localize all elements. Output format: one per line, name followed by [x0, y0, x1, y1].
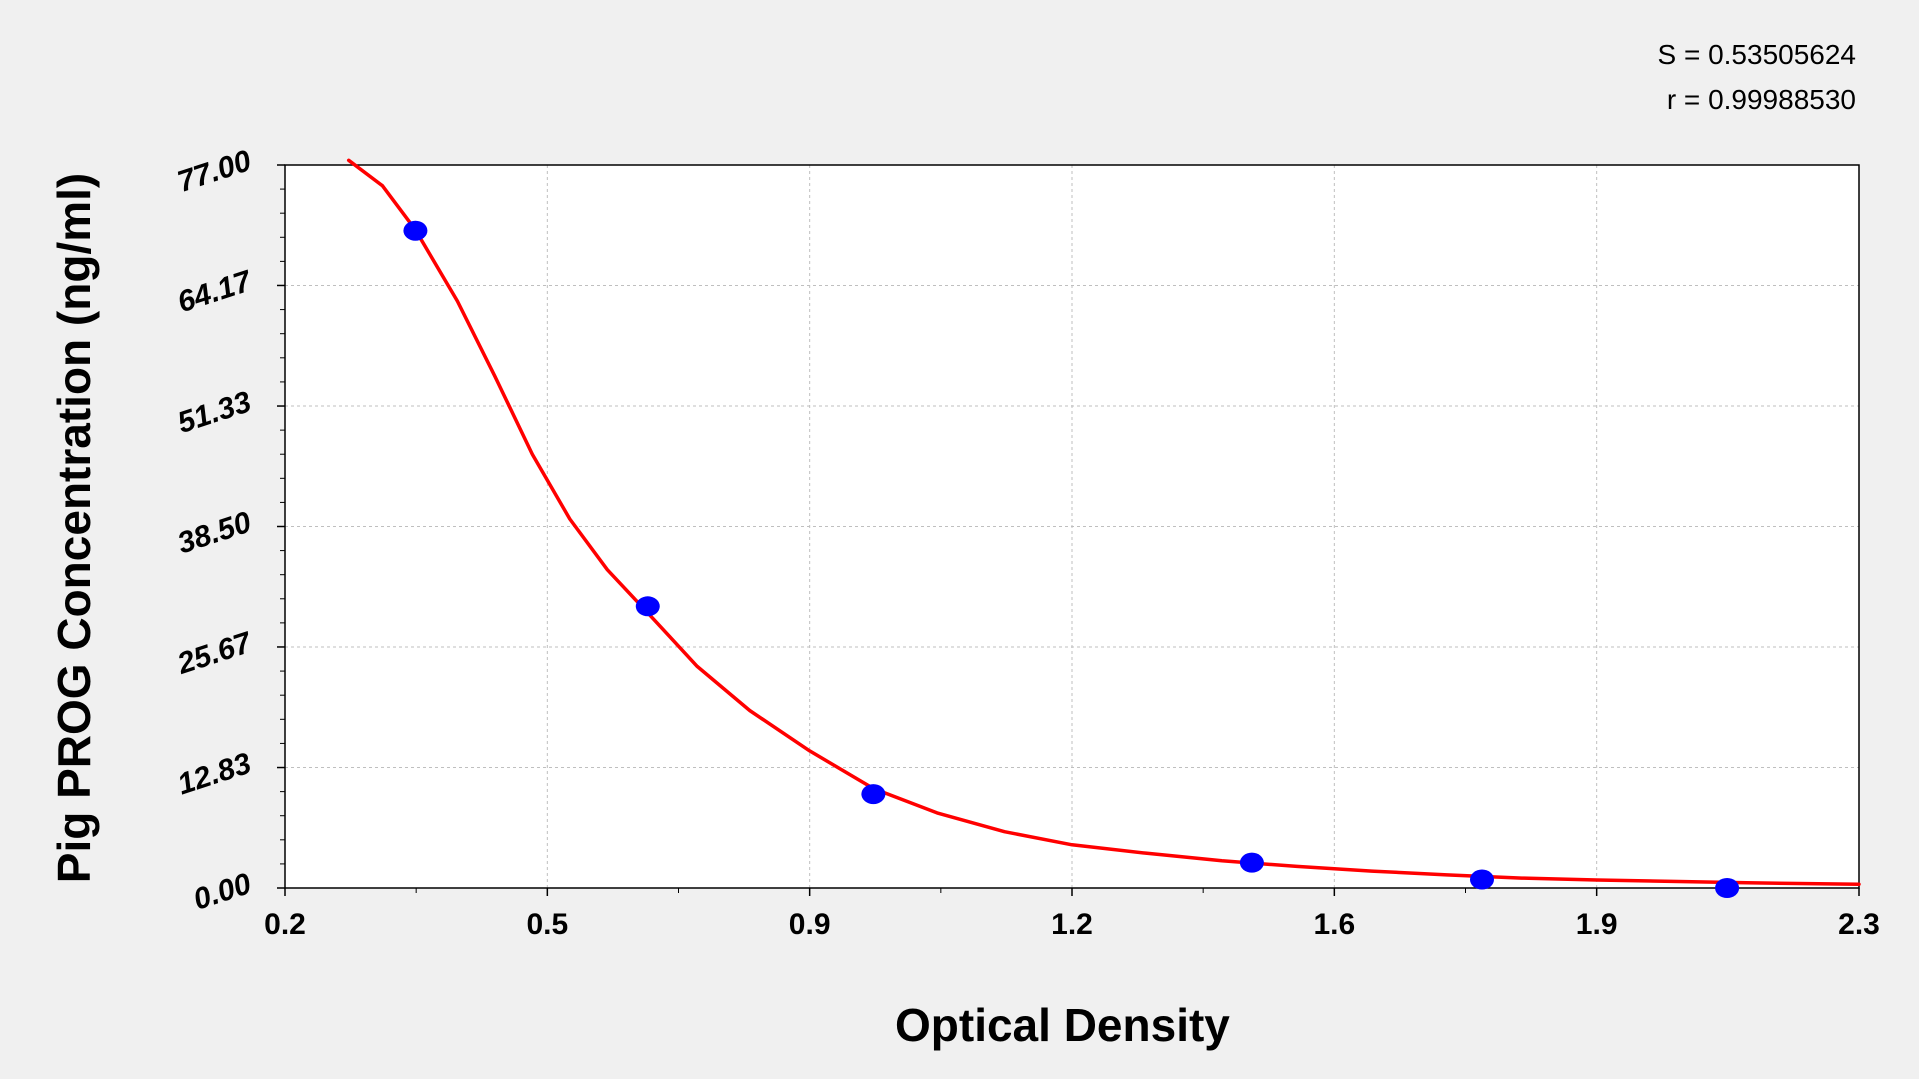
x-tick-label: 1.9: [1576, 908, 1618, 941]
y-tick-label: 51.33: [174, 385, 256, 440]
y-tick-label: 0.00: [189, 867, 255, 917]
x-tick-label: 0.9: [789, 908, 831, 941]
data-point: [403, 220, 428, 241]
data-point: [635, 596, 660, 617]
stat-s-value: S = 0.53505624: [1657, 39, 1856, 70]
stat-r-value: r = 0.99988530: [1666, 84, 1856, 115]
fit-curve: [346, 158, 1861, 886]
x-tick-label: 0.2: [264, 908, 306, 941]
x-ticks: 0.2 0.5 0.9 1.2 1.6 1.9 2.3: [264, 888, 1880, 941]
fit-curve-group: [346, 158, 1861, 886]
x-tick-label: 0.5: [526, 908, 568, 941]
data-point: [1239, 852, 1264, 873]
x-tick-label: 1.2: [1051, 908, 1093, 941]
data-point: [1469, 869, 1494, 890]
x-tick-label: 1.6: [1313, 908, 1355, 941]
x-axis-label: Optical Density: [895, 999, 1230, 1051]
data-point: [1715, 878, 1740, 898]
y-tick-label: 77.00: [174, 144, 256, 199]
y-tick-label: 12.83: [174, 747, 256, 802]
y-axis-label: Pig PROG Concentration (ng/ml): [48, 172, 100, 884]
grid: [285, 165, 1859, 888]
data-point: [861, 784, 886, 805]
y-tick-label: 25.67: [173, 626, 257, 681]
x-tick-label: 2.3: [1838, 908, 1880, 941]
y-ticks: 0.00 12.83 25.67 38.50 51.33 64.17 77.00: [173, 144, 285, 917]
points-group: [403, 220, 1740, 898]
y-tick-label: 38.50: [174, 506, 256, 561]
y-tick-label: 64.17: [174, 264, 257, 319]
